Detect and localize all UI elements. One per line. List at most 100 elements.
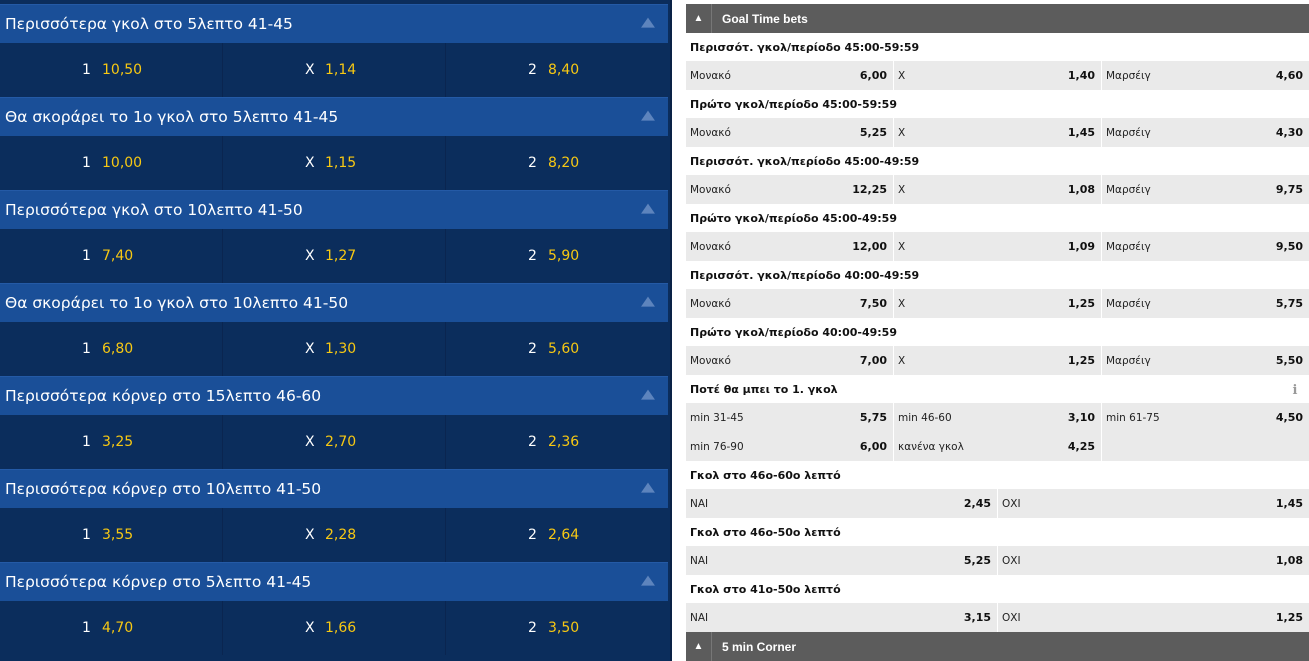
odds-button[interactable]: ΟΧΙ 1,25 <box>998 603 1309 632</box>
odds-button[interactable]: Μαρσέιγ 4,60 <box>1102 61 1309 90</box>
odds-button[interactable]: 2 2,64 <box>446 508 668 562</box>
odds-value: 7,00 <box>859 354 887 367</box>
outcome-label: 1 <box>82 62 91 78</box>
collapse-chevron-icon[interactable]: ▲ <box>641 201 655 216</box>
empty-cell <box>1102 432 1309 461</box>
odds-button[interactable]: Μαρσέιγ 9,50 <box>1102 232 1309 261</box>
odds-button[interactable]: ΝΑΙ 3,15 <box>686 603 998 632</box>
outcome-label: 2 <box>528 341 537 357</box>
collapse-chevron-icon[interactable]: ▲ <box>641 294 655 309</box>
odds-value: 5,75 <box>1275 297 1303 310</box>
odds-button[interactable]: Μονακό 12,00 <box>686 232 894 261</box>
odds-button[interactable]: Μαρσέιγ 5,75 <box>1102 289 1309 318</box>
odds-button[interactable]: X 2,70 <box>223 415 446 469</box>
odds-button[interactable]: Μονακό 5,25 <box>686 118 894 147</box>
odds-row: Μονακό 12,00 X 1,09 Μαρσέιγ 9,50 <box>686 232 1309 261</box>
odds-button[interactable]: 1 7,40 <box>0 229 223 283</box>
market-header[interactable]: Περισσότερα κόρνερ στο 5λεπτο 41-45 ▲ <box>0 562 668 601</box>
odds-button[interactable]: X 1,27 <box>223 229 446 283</box>
chevron-up-icon[interactable]: ▲ <box>686 4 712 33</box>
market-title-text: Γκολ στο 41ο-50ο λεπτό <box>690 582 841 596</box>
market-title: Περισσότερα κόρνερ στο 10λεπτο 41-50 <box>5 480 322 498</box>
odds-button[interactable]: min 46-60 3,10 <box>894 403 1102 432</box>
odds-button[interactable]: ΝΑΙ 5,25 <box>686 546 998 575</box>
market-title: Θα σκοράρει το 1ο γκολ στο 5λεπτο 41-45 <box>5 108 339 126</box>
market-header[interactable]: Θα σκοράρει το 1ο γκολ στο 10λεπτο 41-50… <box>0 283 668 322</box>
outcome-label: Μαρσέιγ <box>1106 69 1151 82</box>
odds-button[interactable]: X 1,15 <box>223 136 446 190</box>
odds-button[interactable]: 2 8,40 <box>446 43 668 97</box>
odds-button[interactable]: X 1,14 <box>223 43 446 97</box>
odds-button[interactable]: X 1,08 <box>894 175 1102 204</box>
five-min-corner-header[interactable]: ▲ 5 min Corner <box>686 632 1309 661</box>
odds-button[interactable]: 2 2,36 <box>446 415 668 469</box>
odds-button[interactable]: min 76-90 6,00 <box>686 432 894 461</box>
odds-value: 1,14 <box>325 62 357 78</box>
odds-button[interactable]: 2 3,50 <box>446 601 668 655</box>
market-title: Περισσότερα κόρνερ στο 15λεπτο 46-60 <box>5 387 322 405</box>
outcome-label: X <box>898 240 906 253</box>
left-markets-panel: Περισσότερα γκολ στο 5λεπτο 41-45 ▲ 1 10,50… <box>0 0 672 661</box>
odds-button[interactable]: X 1,66 <box>223 601 446 655</box>
odds-button[interactable]: Μαρσέιγ 5,50 <box>1102 346 1309 375</box>
odds-button[interactable]: 2 5,60 <box>446 322 668 376</box>
market-title-text: Περισσότ. γκολ/περίοδο 45:00-59:59 <box>690 40 920 54</box>
odds-row: ΝΑΙ 3,15 ΟΧΙ 1,25 <box>686 603 1309 632</box>
odds-button[interactable]: X 2,28 <box>223 508 446 562</box>
odds-button[interactable]: κανένα γκολ 4,25 <box>894 432 1102 461</box>
odds-button[interactable]: 1 3,25 <box>0 415 223 469</box>
odds-button[interactable]: 1 10,50 <box>0 43 223 97</box>
odds-button[interactable]: Μονακό 7,50 <box>686 289 894 318</box>
odds-button[interactable]: 1 4,70 <box>0 601 223 655</box>
odds-button[interactable]: min 61-75 4,50 <box>1102 403 1309 432</box>
odds-button[interactable]: 1 3,55 <box>0 508 223 562</box>
collapse-chevron-icon[interactable]: ▲ <box>641 108 655 123</box>
odds-row: ΝΑΙ 2,45 ΟΧΙ 1,45 <box>686 489 1309 518</box>
collapse-chevron-icon[interactable]: ▲ <box>641 387 655 402</box>
odds-button[interactable]: X 1,25 <box>894 289 1102 318</box>
odds-button[interactable]: X 1,30 <box>223 322 446 376</box>
odds-button[interactable]: X 1,40 <box>894 61 1102 90</box>
market-header[interactable]: Θα σκοράρει το 1ο γκολ στο 5λεπτο 41-45 ▲ <box>0 97 668 136</box>
odds-button[interactable]: Μονακό 7,00 <box>686 346 894 375</box>
odds-button[interactable]: X 1,25 <box>894 346 1102 375</box>
odds-value: 2,70 <box>325 434 357 450</box>
odds-value: 3,50 <box>548 620 580 636</box>
odds-button[interactable]: 1 6,80 <box>0 322 223 376</box>
market-header[interactable]: Περισσότερα γκολ στο 5λεπτο 41-45 ▲ <box>0 4 668 43</box>
collapse-chevron-icon[interactable]: ▲ <box>641 573 655 588</box>
odds-value: 1,45 <box>1275 497 1303 510</box>
info-icon[interactable]: i <box>1292 383 1298 398</box>
market-header[interactable]: Περισσότερα γκολ στο 10λεπτο 41-50 ▲ <box>0 190 668 229</box>
outcome-label: X <box>305 62 315 78</box>
odds-value: 2,45 <box>963 497 991 510</box>
odds-button[interactable]: 2 8,20 <box>446 136 668 190</box>
market-header[interactable]: Περισσότερα κόρνερ στο 15λεπτο 46-60 ▲ <box>0 376 668 415</box>
odds-button[interactable]: Μονακό 12,25 <box>686 175 894 204</box>
outcome-label: Μονακό <box>690 183 731 196</box>
outcome-label: 1 <box>82 155 91 171</box>
chevron-up-icon[interactable]: ▲ <box>686 632 712 661</box>
odds-button[interactable]: Μονακό 6,00 <box>686 61 894 90</box>
odds-button[interactable]: ΝΑΙ 2,45 <box>686 489 998 518</box>
odds-button[interactable]: Μαρσέιγ 4,30 <box>1102 118 1309 147</box>
odds-button[interactable]: X 1,09 <box>894 232 1102 261</box>
odds-button[interactable]: 2 5,90 <box>446 229 668 283</box>
odds-button[interactable]: Μαρσέιγ 9,75 <box>1102 175 1309 204</box>
odds-value: 5,60 <box>548 341 580 357</box>
collapse-chevron-icon[interactable]: ▲ <box>641 480 655 495</box>
odds-value: 1,66 <box>325 620 357 636</box>
market-title: Περισσότ. γκολ/περίοδο 45:00-49:59 <box>686 147 1309 175</box>
odds-button[interactable]: 1 10,00 <box>0 136 223 190</box>
odds-button[interactable]: ΟΧΙ 1,45 <box>998 489 1309 518</box>
goal-time-bets-header[interactable]: ▲ Goal Time bets <box>686 4 1309 33</box>
odds-value: 4,30 <box>1275 126 1303 139</box>
odds-button[interactable]: min 31-45 5,75 <box>686 403 894 432</box>
outcome-label: ΝΑΙ <box>690 611 709 624</box>
odds-value: 2,64 <box>548 527 580 543</box>
outcome-label: Μαρσέιγ <box>1106 240 1151 253</box>
odds-button[interactable]: ΟΧΙ 1,08 <box>998 546 1309 575</box>
market-header[interactable]: Περισσότερα κόρνερ στο 10λεπτο 41-50 ▲ <box>0 469 668 508</box>
collapse-chevron-icon[interactable]: ▲ <box>641 15 655 30</box>
odds-button[interactable]: X 1,45 <box>894 118 1102 147</box>
